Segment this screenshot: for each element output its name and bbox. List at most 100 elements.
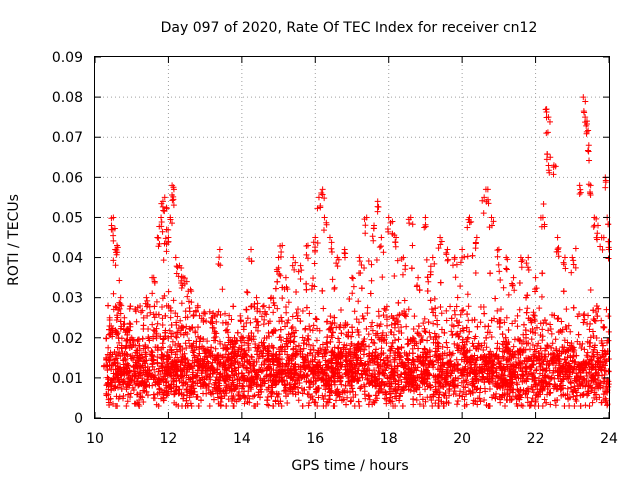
data-point — [143, 388, 150, 395]
data-point — [469, 389, 476, 396]
data-point — [168, 381, 175, 388]
data-point — [116, 277, 123, 284]
data-point — [432, 400, 439, 407]
data-point — [283, 338, 290, 345]
data-point — [278, 337, 285, 344]
data-point — [550, 369, 557, 376]
data-point — [536, 389, 543, 396]
data-point — [403, 352, 410, 359]
data-point — [526, 402, 533, 409]
data-point — [294, 312, 301, 319]
data-point — [506, 355, 513, 362]
data-point — [295, 389, 302, 396]
data-point — [369, 327, 376, 334]
data-point — [476, 395, 483, 402]
data-point — [360, 368, 367, 375]
data-point — [451, 307, 458, 314]
data-point — [582, 402, 589, 409]
data-point — [267, 388, 274, 395]
data-point — [114, 312, 121, 319]
data-point — [323, 339, 330, 346]
data-point — [431, 295, 438, 302]
data-point — [383, 314, 390, 321]
data-point — [144, 370, 151, 377]
data-point — [266, 304, 273, 311]
data-point — [589, 328, 596, 335]
data-point — [371, 399, 378, 406]
data-point — [285, 354, 292, 361]
data-point — [324, 318, 331, 325]
data-point — [496, 268, 503, 275]
data-point — [379, 378, 386, 385]
data-point — [402, 311, 409, 318]
data-point — [581, 311, 588, 318]
data-point — [265, 364, 272, 371]
data-point — [362, 342, 369, 349]
data-point — [312, 353, 319, 360]
data-point — [276, 356, 283, 363]
data-point — [306, 310, 313, 317]
data-point — [488, 317, 495, 324]
data-point — [144, 392, 151, 399]
data-point — [605, 313, 612, 320]
data-point — [323, 382, 330, 389]
data-point — [570, 393, 577, 400]
data-point — [550, 360, 557, 367]
data-point — [290, 345, 297, 352]
data-point — [361, 391, 368, 398]
data-point — [587, 286, 594, 293]
data-point — [410, 325, 417, 332]
data-point — [512, 364, 519, 371]
data-point — [373, 346, 380, 353]
data-point — [264, 397, 271, 404]
data-point — [547, 321, 554, 328]
data-point — [432, 345, 439, 352]
data-point — [299, 334, 306, 341]
data-point — [365, 257, 372, 264]
data-point — [369, 349, 376, 356]
data-point — [410, 401, 417, 408]
data-point — [409, 337, 416, 344]
data-point — [258, 388, 265, 395]
data-point — [196, 363, 203, 370]
data-point — [155, 381, 162, 388]
data-point — [577, 369, 584, 376]
data-point — [594, 358, 601, 365]
data-point — [234, 329, 241, 336]
data-point — [531, 375, 538, 382]
data-point — [394, 312, 401, 319]
data-point — [409, 242, 416, 249]
data-point — [454, 294, 461, 301]
data-point — [364, 304, 371, 311]
data-point — [383, 396, 390, 403]
data-point — [501, 393, 508, 400]
data-point — [497, 396, 504, 403]
data-point — [493, 365, 500, 372]
data-point — [278, 374, 285, 381]
data-point — [590, 307, 597, 314]
data-point — [126, 320, 133, 327]
data-point — [151, 303, 158, 310]
data-point — [454, 401, 461, 408]
data-point — [359, 312, 366, 319]
data-point — [343, 401, 350, 408]
data-point — [547, 389, 554, 396]
data-point — [473, 345, 480, 352]
data-points — [100, 94, 612, 409]
data-point — [224, 365, 231, 372]
data-point — [304, 335, 311, 342]
data-point — [378, 334, 385, 341]
data-point — [401, 312, 408, 319]
data-point — [301, 356, 308, 363]
data-point — [379, 274, 386, 281]
data-point — [139, 394, 146, 401]
data-point — [576, 341, 583, 348]
data-point — [241, 354, 248, 361]
data-point — [576, 361, 583, 368]
data-point — [455, 360, 462, 367]
data-point — [413, 340, 420, 347]
data-point — [343, 342, 350, 349]
data-point — [161, 373, 168, 380]
data-point — [212, 345, 219, 352]
data-point — [319, 376, 326, 383]
